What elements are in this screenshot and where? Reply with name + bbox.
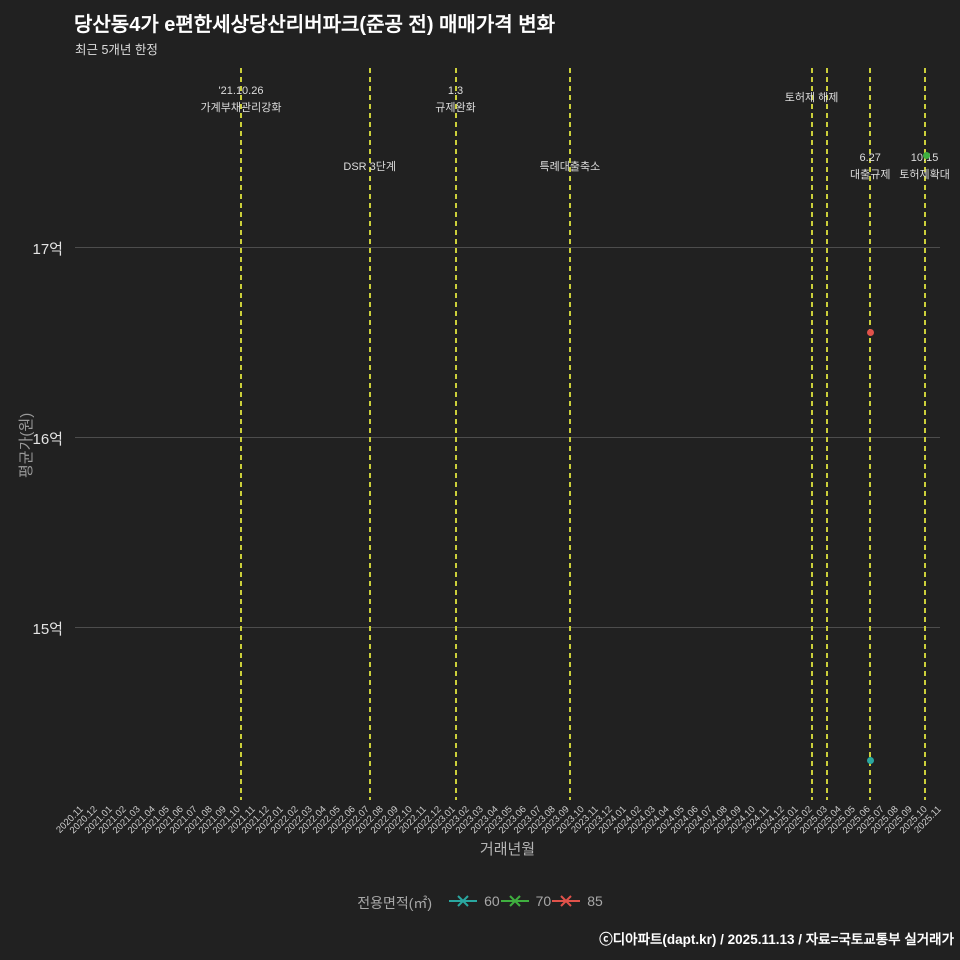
y-gridline: [75, 437, 940, 438]
y-tick-label: 15억: [32, 621, 64, 638]
legend-marker-icon: [500, 895, 529, 907]
legend-marker-icon: [449, 895, 478, 907]
legend-item-70[interactable]: 70: [500, 893, 552, 909]
event-line: [810, 68, 813, 800]
event-annotation: '21.10.26 가계부채관리강화: [200, 85, 282, 114]
event-annotation: DSR 3단계: [343, 161, 397, 173]
data-point-60[interactable]: [866, 756, 874, 764]
legend-item-label: 60: [484, 893, 500, 909]
y-tick-label: 16억: [32, 431, 64, 448]
event-line: [368, 68, 371, 800]
legend: 전용면적(㎡) 60 70 85: [0, 893, 960, 913]
chart-subtitle: 최근 5개년 한정: [75, 43, 158, 57]
x-axis-title: 거래년월: [479, 841, 536, 858]
event-annotation: 6.27 대출규제: [849, 152, 891, 181]
y-tick-label: 17억: [32, 241, 64, 258]
event-line: [240, 68, 243, 800]
legend-item-label: 85: [587, 893, 603, 909]
legend-title: 전용면적(㎡): [357, 895, 433, 911]
event-line: [923, 68, 926, 800]
event-annotation: 10.15토허제확대: [899, 152, 950, 181]
page-title: 당산동4가 e편한세상당산리버파크(준공 전) 매매가격 변화: [74, 14, 555, 36]
copyright-footer: ⓒ디아파트(dapt.kr) / 2025.11.13 / 자료=국토교통부 실…: [599, 932, 954, 947]
event-line: [568, 68, 571, 800]
data-point-85[interactable]: [866, 329, 874, 336]
legend-marker-icon: [552, 895, 581, 907]
event-annotation: 특례대출축소: [539, 161, 601, 173]
event-annotation: 토허제 해제: [784, 92, 839, 104]
data-point-70[interactable]: [923, 152, 931, 160]
event-line: [826, 68, 829, 800]
legend-item-60[interactable]: 60: [448, 893, 500, 909]
y-gridline: [75, 627, 940, 628]
event-line: [869, 68, 872, 800]
legend-item-85[interactable]: 85: [551, 893, 603, 909]
legend-items: 60 70 85: [448, 893, 603, 913]
legend-item-label: 70: [535, 893, 552, 909]
event-line: [454, 68, 457, 800]
y-gridline: [75, 247, 940, 248]
event-annotation: 1.3 규제완화: [435, 85, 476, 114]
